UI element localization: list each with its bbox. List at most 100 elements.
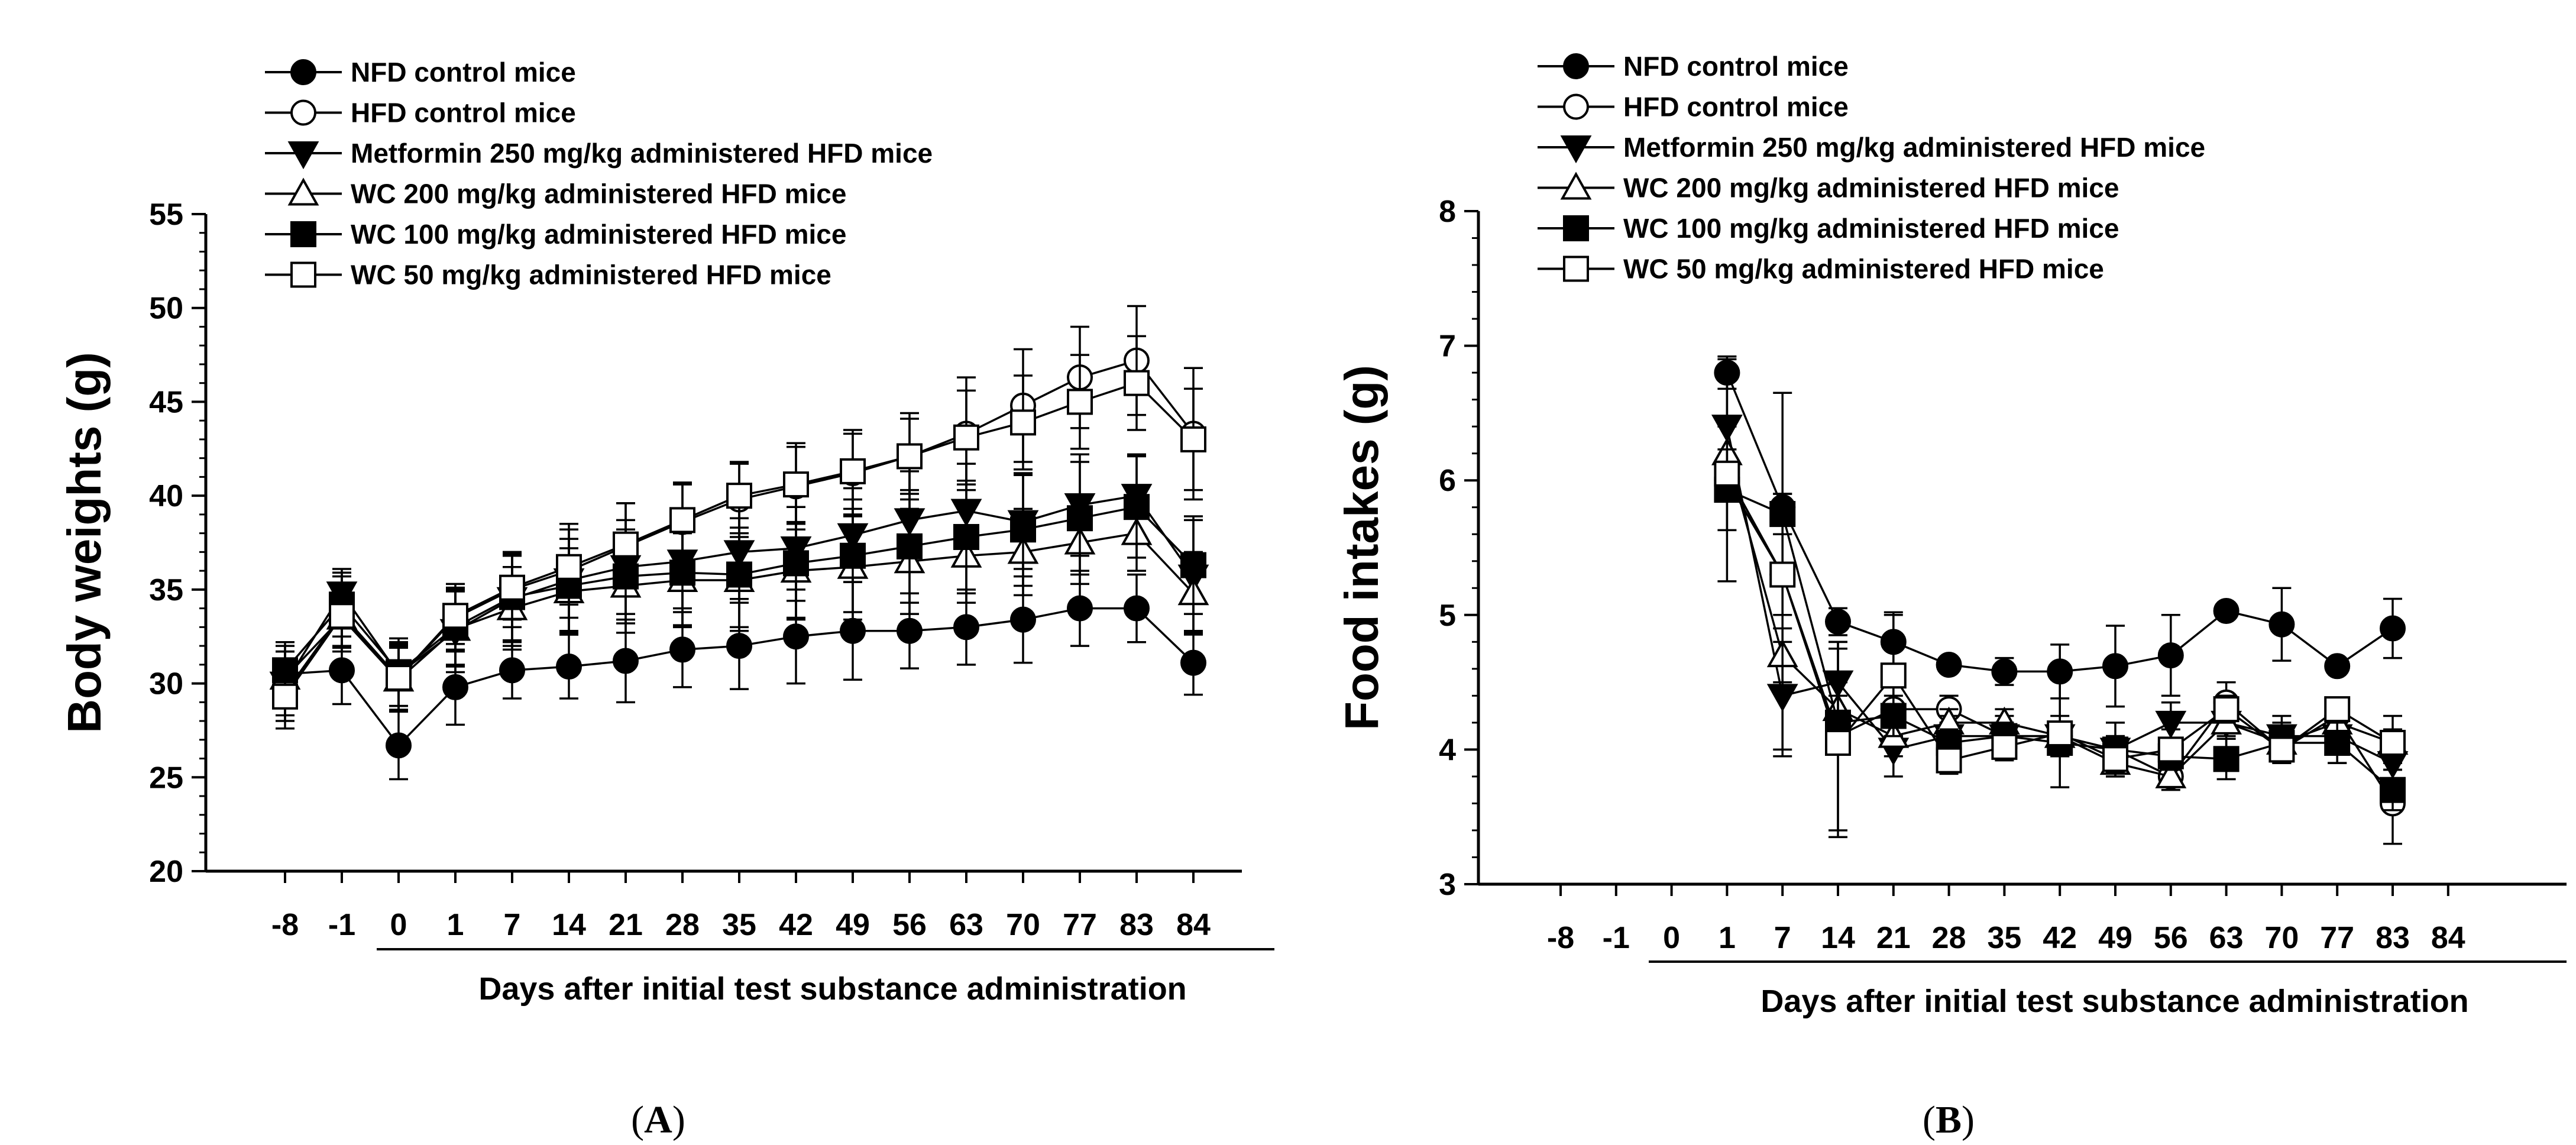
panel-b-panel-label-open: ( bbox=[1923, 1098, 1936, 1141]
panel-b-x-tick-label: 28 bbox=[1932, 921, 1966, 955]
panel-a-data-point bbox=[613, 648, 639, 674]
panel-b-data-point bbox=[2268, 736, 2295, 763]
panel-a-data-point bbox=[953, 424, 979, 451]
panel-a-data-point bbox=[386, 665, 412, 691]
panel-b-panel-label-close: ) bbox=[1962, 1098, 1975, 1141]
panel-a-legend-marker bbox=[290, 99, 316, 126]
panel-b-series-6 bbox=[1714, 364, 2406, 839]
panel-b-data-point bbox=[2213, 746, 2240, 772]
panel-a-legend-marker bbox=[290, 221, 316, 247]
panel-b-x-tick-label: 1 bbox=[1719, 921, 1736, 955]
panel-a-data-point bbox=[1124, 370, 1150, 396]
panel-b-data-point bbox=[2157, 642, 2184, 669]
panel-b-x-tick-label: 56 bbox=[2154, 921, 2188, 955]
panel-a-x-tick-label: 56 bbox=[892, 908, 927, 942]
panel-b-data-point bbox=[2380, 777, 2406, 803]
panel-a-data-point bbox=[613, 531, 639, 558]
panel-b-x-tick-label: 63 bbox=[2209, 921, 2244, 955]
panel-a-legend: NFD control mice HFD control mice Metformi… bbox=[265, 57, 933, 290]
panel-a-x-tick-label: 21 bbox=[609, 908, 643, 942]
panel-a-data-point bbox=[1010, 516, 1036, 543]
panel-b-x-tick-label: 84 bbox=[2431, 921, 2465, 955]
panel-a-data-point bbox=[669, 636, 695, 663]
panel-a-data-point bbox=[669, 559, 695, 586]
panel-b-y-tick-label: 5 bbox=[1439, 599, 1456, 633]
panel-b-y-tick-label: 3 bbox=[1439, 868, 1456, 902]
panel-a-y-tick-label: 40 bbox=[149, 479, 183, 513]
panel-b-data-point bbox=[2155, 760, 2187, 788]
panel-b-x-tick-label: 21 bbox=[1876, 921, 1911, 955]
panel-b-data-point bbox=[1825, 609, 1851, 635]
panel-a-data-point bbox=[783, 550, 809, 577]
panel-b-data-point bbox=[1825, 730, 1851, 756]
panel-a-legend-marker bbox=[287, 141, 319, 170]
panel-a-data-point bbox=[499, 574, 525, 601]
panel-a-data-point bbox=[953, 614, 979, 641]
panel-b-data-point bbox=[2380, 730, 2406, 756]
panel-a-y-tick-label: 45 bbox=[149, 385, 183, 419]
panel-a-x-tick-label: -1 bbox=[328, 908, 355, 942]
panel-a-legend-marker bbox=[290, 59, 316, 85]
panel-a-data-point bbox=[840, 617, 866, 644]
panel-a-x-tick-label: 42 bbox=[779, 908, 813, 942]
panel-a-data-point bbox=[726, 561, 752, 588]
panel-a-data-point bbox=[499, 657, 525, 684]
panel-a-data-point bbox=[1067, 505, 1093, 532]
panel-a-data-point bbox=[329, 657, 355, 684]
panel-b-data-point bbox=[2213, 696, 2240, 723]
panel-b-data-point bbox=[2102, 653, 2128, 680]
panel-b-y-tick-label: 7 bbox=[1439, 329, 1456, 364]
panel-a-data-point bbox=[272, 683, 298, 710]
panel-a-series-6 bbox=[272, 335, 1206, 730]
panel-a-data-point bbox=[669, 507, 695, 533]
panel-a-y-axis-title: Body weights (g) bbox=[58, 352, 111, 733]
panel-b-legend-marker bbox=[1563, 93, 1589, 120]
panel-a-x-tick-label: 14 bbox=[552, 908, 586, 942]
panel-b-legend-label: WC 200 mg/kg administered HFD mice bbox=[1623, 173, 2119, 203]
panel-b-x-tick-label: 7 bbox=[1774, 921, 1791, 955]
panel-b-data-point bbox=[2324, 653, 2351, 680]
panel-b-legend-label: WC 100 mg/kg administered HFD mice bbox=[1623, 213, 2119, 244]
panel-b-data-point bbox=[2213, 597, 2240, 624]
panel-a-y-tick-label: 30 bbox=[149, 667, 183, 701]
panel-b-data-point bbox=[2324, 730, 2351, 756]
panel-b-y-tick-label: 4 bbox=[1439, 733, 1456, 767]
panel-a-data-point bbox=[1067, 389, 1093, 415]
panel-a-data-point bbox=[726, 633, 752, 659]
panel-b-panel-label: (B) bbox=[1923, 1098, 1975, 1141]
panel-a-x-tick-label: 7 bbox=[504, 908, 521, 942]
panel-b-data-point bbox=[2380, 615, 2406, 642]
panel-a-data-point bbox=[726, 483, 752, 509]
panel-b-data-point bbox=[2102, 746, 2128, 772]
panel-a-x-tick-label: 77 bbox=[1063, 908, 1097, 942]
panel-b-data-point bbox=[1769, 561, 1796, 588]
panel-a-legend-label: WC 50 mg/kg administered HFD mice bbox=[351, 260, 831, 290]
panel-b-data-point bbox=[1880, 662, 1907, 689]
panel-a-legend-marker bbox=[287, 177, 319, 206]
panel-b-data-point bbox=[2155, 710, 2187, 739]
panel-b-x-tick-label: 77 bbox=[2320, 921, 2354, 955]
panel-a-data-point bbox=[897, 617, 923, 644]
panel-a-x-tick-label: 1 bbox=[447, 908, 464, 942]
panel-b-y-tick-label: 6 bbox=[1439, 464, 1456, 498]
panel-b-series-1 bbox=[1714, 355, 2406, 708]
panel-a-y-tick-label: 20 bbox=[149, 855, 183, 889]
panel-a-data-point bbox=[1067, 595, 1093, 622]
panel-b-x-tick-label: 83 bbox=[2376, 921, 2410, 955]
panel-a-data-point bbox=[1010, 409, 1036, 436]
panel-b-legend-label: Metformin 250 mg/kg administered HFD mic… bbox=[1623, 132, 2205, 163]
panel-a-legend-marker bbox=[290, 261, 316, 288]
panel-a-y-tick-label: 25 bbox=[149, 761, 183, 795]
panel-b-legend-label: HFD control mice bbox=[1623, 92, 1849, 122]
panel-a-legend-label: WC 100 mg/kg administered HFD mice bbox=[351, 219, 846, 250]
panel-b-legend-marker bbox=[1560, 172, 1592, 200]
panel-b-x-axis-title: Days after initial test substance admini… bbox=[1761, 984, 2468, 1019]
panel-b-data-point bbox=[1714, 460, 1740, 487]
panel-a-data-point bbox=[386, 732, 412, 759]
panel-a-data-point bbox=[1180, 552, 1206, 578]
panel-b-legend-label: NFD control mice bbox=[1623, 51, 1849, 82]
panel-b-data-point bbox=[2047, 720, 2073, 747]
panel-b-x-tick-label: 14 bbox=[1821, 921, 1855, 955]
panel-a-data-point bbox=[1124, 494, 1150, 520]
panel-a-x-tick-label: -8 bbox=[271, 908, 299, 942]
